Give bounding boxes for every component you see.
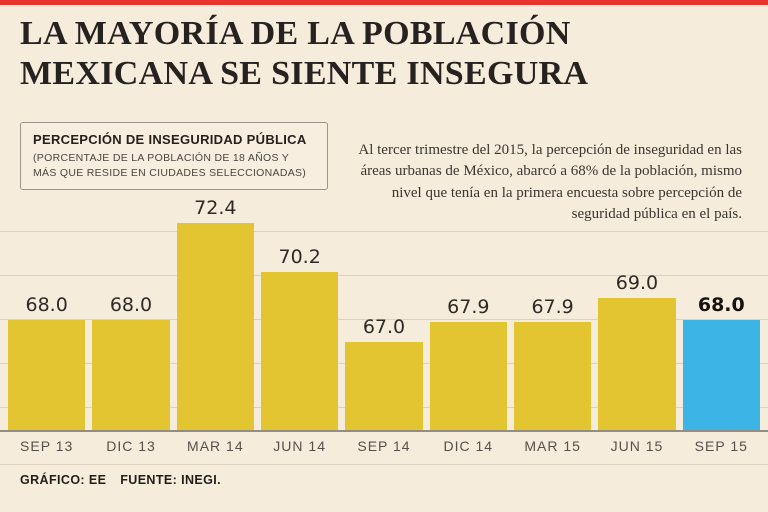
bar-value-label: 68.0 — [697, 294, 745, 316]
bar-column: 68.0 — [682, 294, 760, 430]
bar-column: 68.0 — [92, 294, 170, 430]
bar-value-label: 67.9 — [447, 296, 490, 319]
bar-column: 68.0 — [8, 294, 86, 430]
bar-column: 72.4 — [176, 197, 254, 430]
x-axis-label: MAR 15 — [524, 438, 581, 454]
x-axis-label: SEP 13 — [20, 438, 74, 454]
bar — [260, 271, 339, 430]
bar — [345, 342, 423, 430]
bar-value-label: 68.0 — [109, 294, 153, 316]
graphic-credit: GRÁFICO: EE — [20, 473, 107, 487]
bar-highlighted — [682, 320, 760, 430]
headline: LA MAYORÍA DE LA POBLACIÓN MEXICANA SE SI… — [20, 14, 748, 94]
bars-area: 68.0 68.0 72.4 70.2 67.0 67.9 67.9 69.0 68.0 — [0, 197, 768, 430]
bar-value-label: 67.9 — [531, 296, 574, 319]
bar-value-label: 72.4 — [194, 197, 237, 220]
bar — [598, 298, 676, 430]
x-axis-labels: SEP 13 DIC 13 MAR 14 JUN 14 SEP 14 DIC 14 MAR … — [0, 438, 768, 454]
bar-value-label: 68.0 — [25, 294, 68, 316]
bar — [176, 223, 254, 430]
credit-line: GRÁFICO: EE FUENTE: INEGI. — [20, 473, 231, 487]
bar — [8, 320, 86, 430]
legend-title: PERCEPCIÓN DE INSEGURIDAD PÚBLICA — [33, 132, 307, 147]
annotation-paragraph: Al tercer trimestre del 2015, la percepc… — [358, 142, 742, 222]
x-axis-label: JUN 14 — [273, 438, 326, 454]
headline-line1: LA MAYORÍA DE LA POBLACIÓN — [20, 15, 571, 52]
bar-value-label: 67.0 — [362, 316, 406, 338]
bar-column: 70.2 — [260, 245, 339, 430]
x-axis-label: DIC 13 — [106, 438, 156, 454]
bar-chart: 68.0 68.0 72.4 70.2 67.0 67.9 67.9 69.0 68.0 — [0, 197, 768, 430]
bar — [92, 320, 170, 430]
x-axis-label: DIC 14 — [443, 438, 494, 454]
gridline — [0, 231, 768, 232]
bar — [513, 322, 592, 430]
footer-rule — [0, 464, 768, 465]
source-credit: FUENTE: INEGI. — [120, 473, 221, 487]
x-axis-label: JUN 15 — [610, 438, 664, 454]
headline-line2: MEXICANA SE SIENTE INSEGURA — [20, 55, 589, 93]
bar — [429, 322, 507, 430]
chart-legend-box: PERCEPCIÓN DE INSEGURIDAD PÚBLICA (PORCE… — [20, 122, 328, 191]
x-axis-label: SEP 15 — [694, 438, 748, 454]
legend-subtitle: (PORCENTAJE DE LA POBLACIÓN DE 18 AÑOS Y… — [33, 152, 307, 180]
top-accent-bar — [0, 0, 768, 5]
bar-column: 67.9 — [513, 296, 592, 430]
x-axis-label: MAR 14 — [187, 438, 244, 454]
bar-column: 67.0 — [345, 316, 423, 430]
bar-column: 69.0 — [598, 272, 676, 430]
bar-column: 67.9 — [429, 296, 507, 430]
bar-value-label: 70.2 — [278, 245, 321, 268]
x-axis-baseline — [0, 430, 768, 432]
gridline — [0, 275, 768, 276]
x-axis-label: SEP 14 — [357, 438, 411, 454]
gridline — [0, 319, 768, 320]
bar-value-label: 69.0 — [615, 272, 659, 294]
